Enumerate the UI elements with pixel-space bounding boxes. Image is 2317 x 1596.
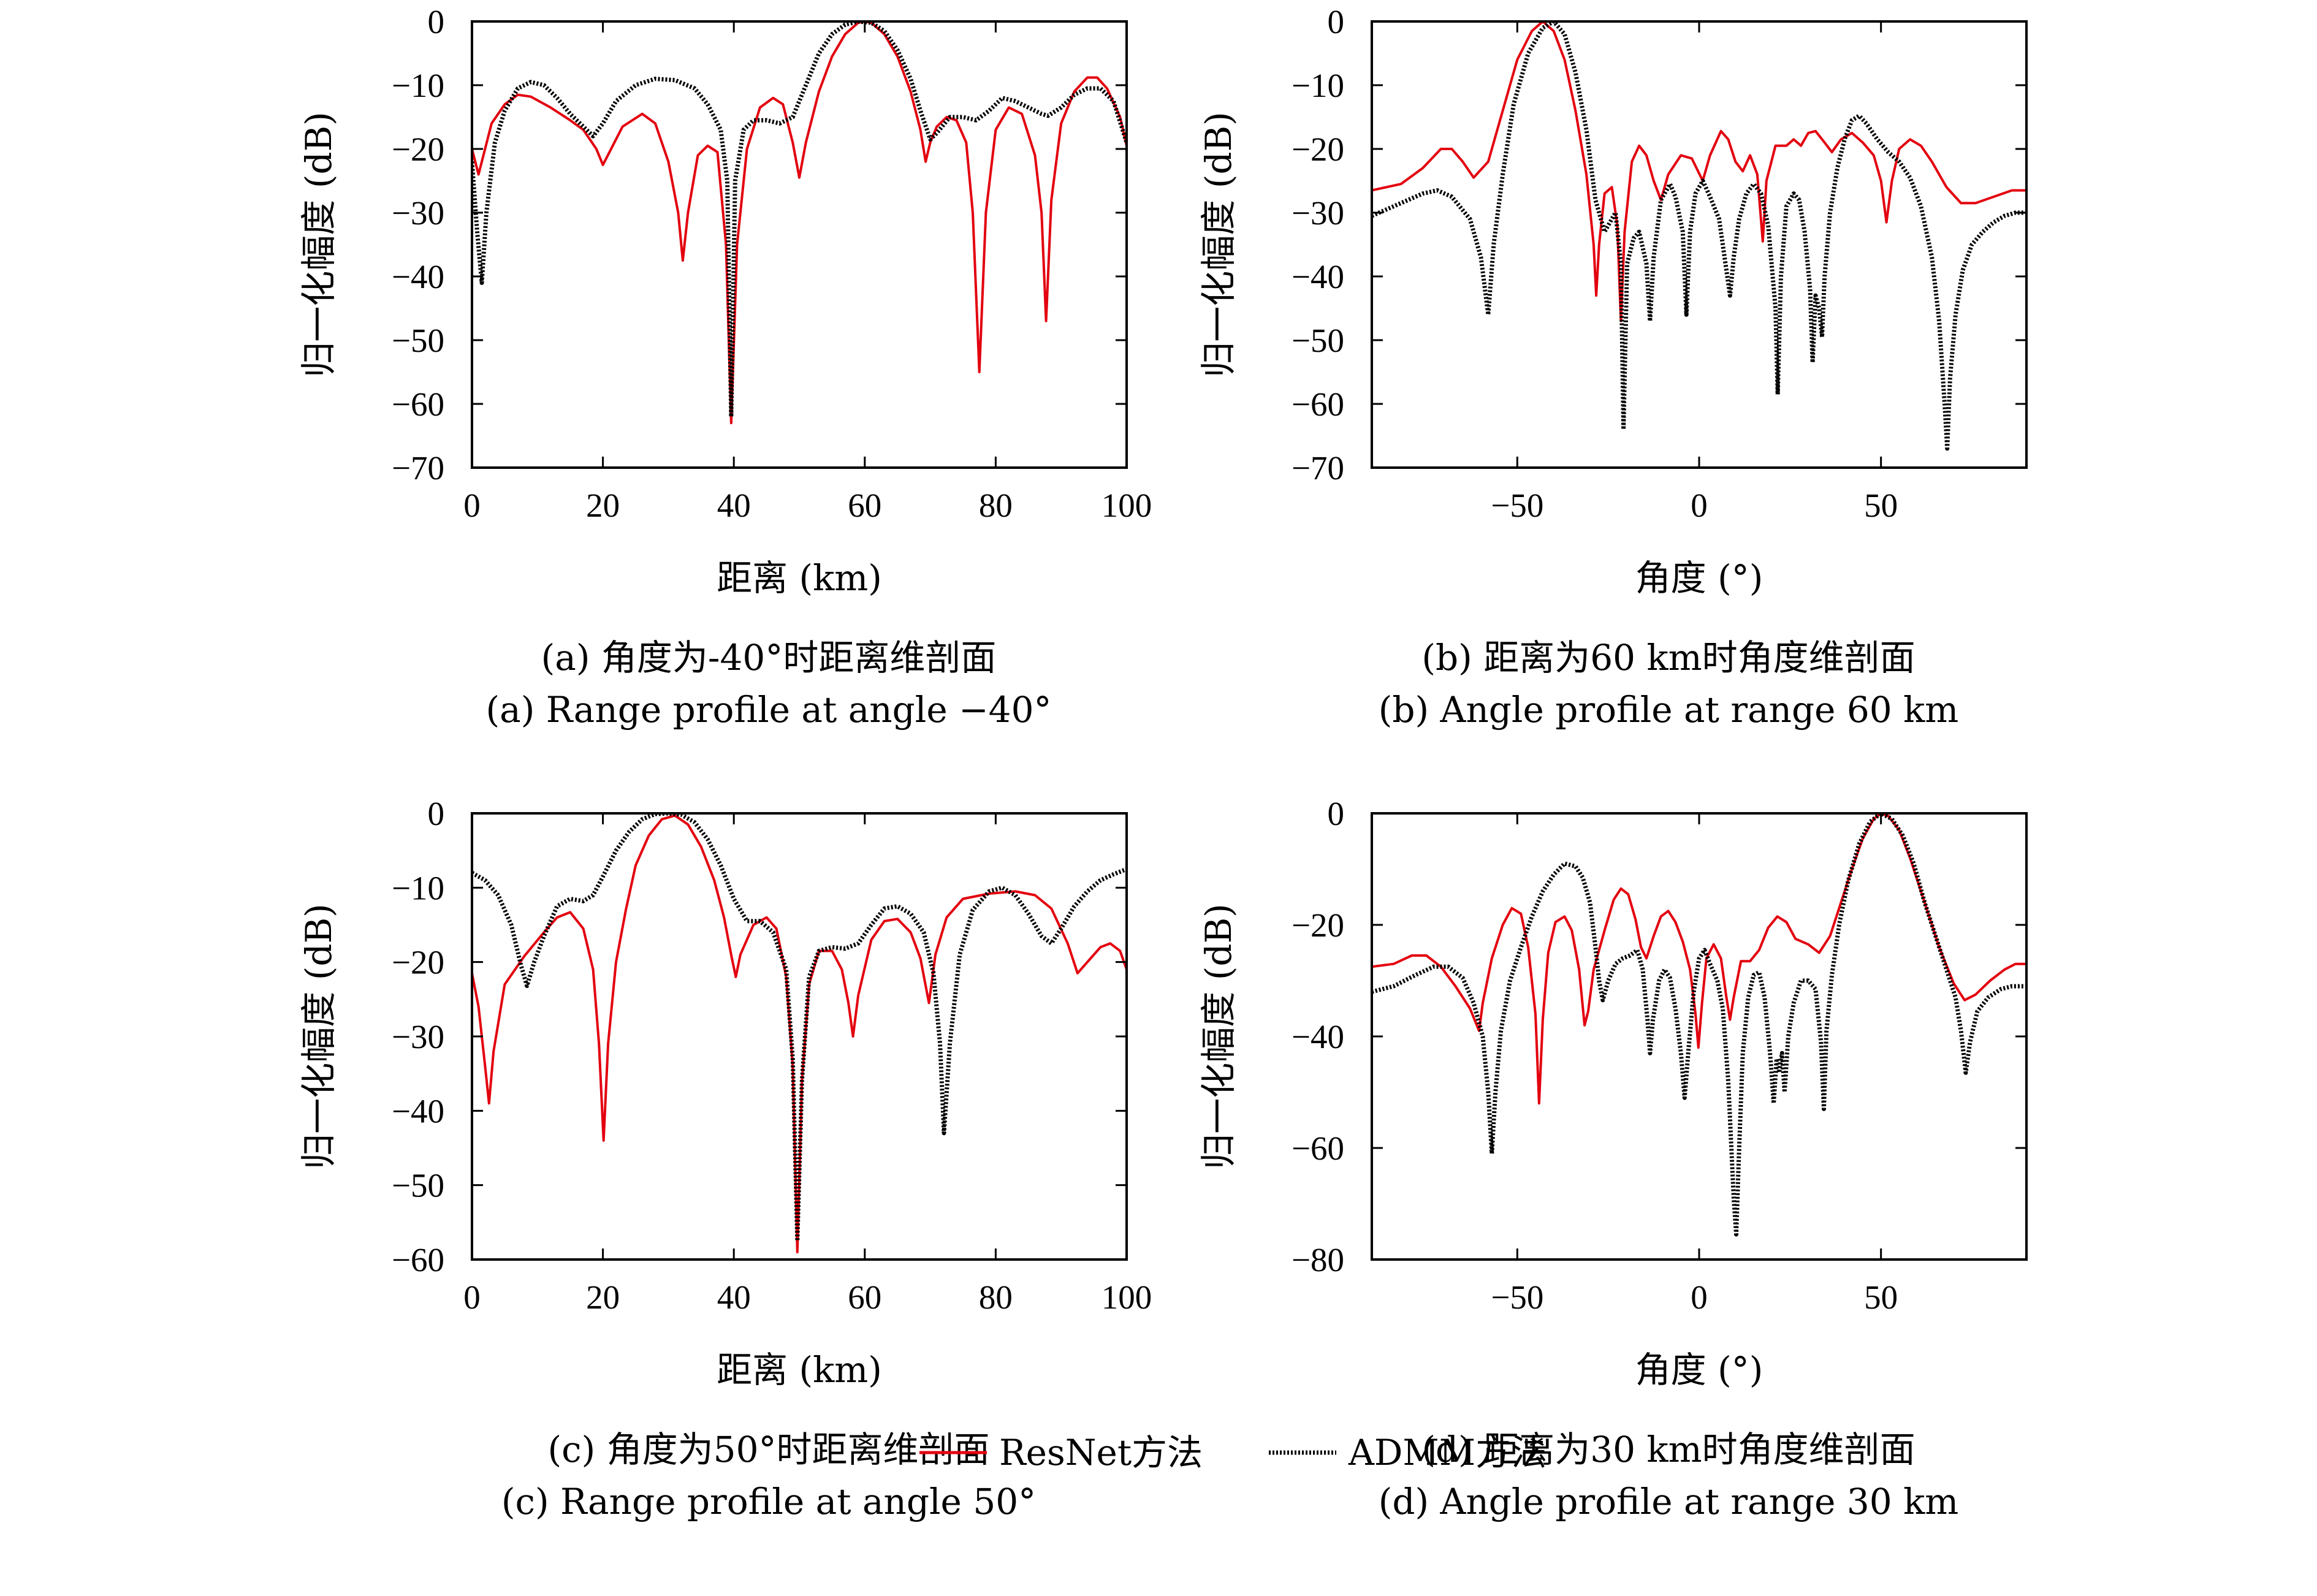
panel-a-y-tick-label: −40 (392, 258, 444, 295)
panel-b-x-tick-label: 0 (1691, 487, 1708, 524)
panel-c-x-axis-label: 距离 (km) (717, 1349, 882, 1391)
panel-c-y-tick-label: −50 (392, 1167, 444, 1204)
legend: ResNet方法 ADMM方法 (919, 1432, 1547, 1473)
panel-c-y-ticks: 0 −10 −20 −30 −40 −50 −60 (392, 795, 1127, 1279)
panel-b-y-tick-label: −30 (1292, 194, 1344, 232)
panel-c-plot-frame (471, 812, 1128, 1261)
panel-a-plot-frame (471, 20, 1128, 469)
panel-b-y-tick-label: −50 (1292, 322, 1344, 359)
panel-b-caption-cn: (b) 距离为60 km时角度维剖面 (1421, 637, 1915, 678)
panel-b-x-tick-label: 50 (1864, 487, 1898, 524)
panel-d-x-tick-label: 50 (1864, 1279, 1898, 1316)
panel-b-x-ticks: −50 0 50 (1491, 21, 1898, 524)
panel-b-resnet-series-line (1372, 21, 2026, 322)
panel-d-y-axis-label: 归一化幅度 (dB) (1198, 903, 1239, 1169)
panel-b-y-tick-label: −40 (1292, 258, 1344, 295)
panel-a-x-tick-label: 0 (463, 487, 481, 524)
panel-a-x-tick-label: 80 (979, 487, 1013, 524)
panel-a-admm-series-line (472, 21, 1127, 419)
panel-c-y-tick-label: −60 (392, 1241, 444, 1279)
panel-a-y-tick-label: −50 (392, 322, 444, 359)
panel-d-x-tick-label: 0 (1691, 1279, 1708, 1316)
panel-b-y-tick-label: −20 (1292, 131, 1344, 168)
panel-b-y-tick-label: −70 (1292, 449, 1344, 487)
panel-d-caption-en: (d) Angle profile at range 30 km (1379, 1481, 1959, 1522)
panel-a-x-tick-label: 60 (848, 487, 881, 524)
panel-c-caption-en: (c) Range profile at angle 50° (501, 1481, 1036, 1522)
panel-c-series-group (472, 813, 1127, 1253)
panel-d-x-axis-label: 角度 (°) (1635, 1349, 1763, 1391)
panel-d-y-ticks: 0 −20 −40 −60 −80 (1292, 795, 2026, 1279)
panel-a-y-axis-label: 归一化幅度 (dB) (298, 112, 340, 377)
panel-b-admm-series-line (1372, 21, 2026, 451)
panel-b-y-tick-label: 0 (1328, 3, 1345, 40)
panel-a-x-ticks: 0 20 40 60 80 100 (463, 21, 1152, 524)
panel-b-caption-en: (b) Angle profile at range 60 km (1379, 689, 1959, 731)
legend-admm-label: ADMM方法 (1348, 1432, 1547, 1473)
panel-a-y-tick-label: −10 (392, 67, 444, 104)
panel-a-y-tick-label: −60 (392, 386, 444, 423)
panel-d-y-tick-label: −80 (1292, 1241, 1344, 1279)
panel-c-admm-series-line (472, 813, 1127, 1244)
panel-a-x-axis-label: 距离 (km) (717, 557, 882, 599)
panel-b-angle-profile-range-60km: −50 0 50 0 −10 −20 −30 −40 −50 −60 −70 角度 (°) 归一化… (1198, 3, 2028, 731)
panel-d-angle-profile-range-30km: −50 0 50 0 −20 −40 −60 −80 角度 (°) 归一化幅度 (dB) (… (1198, 795, 2028, 1522)
legend-resnet-label: ResNet方法 (999, 1432, 1203, 1473)
panel-c-y-tick-label: −30 (392, 1018, 444, 1055)
panel-b-x-tick-label: −50 (1491, 487, 1543, 524)
panel-a-y-ticks: 0 −10 −20 −30 −40 −50 −60 −70 (392, 3, 1127, 487)
panel-c-x-tick-label: 100 (1101, 1279, 1152, 1316)
panel-d-series-group (1372, 813, 2026, 1237)
panel-c-y-tick-label: −10 (392, 869, 444, 906)
panel-b-y-axis-label: 归一化幅度 (dB) (1198, 112, 1239, 377)
panel-a-x-tick-label: 40 (717, 487, 751, 524)
panel-a-caption-cn: (a) 角度为-40°时距离维剖面 (541, 637, 997, 678)
panel-b-y-tick-label: −60 (1292, 386, 1344, 423)
panel-a-y-tick-label: 0 (428, 3, 445, 40)
panel-c-range-profile-angle-50: 0 20 40 60 80 100 0 −10 −20 −30 −40 −50 −60 距离 (km)… (298, 795, 1152, 1522)
panel-b-plot-frame (1371, 20, 2028, 469)
panel-c-x-ticks: 0 20 40 60 80 100 (463, 813, 1152, 1316)
panel-c-x-tick-label: 0 (463, 1279, 481, 1316)
panel-a-resnet-series-line (472, 21, 1127, 425)
panel-c-y-axis-label: 归一化幅度 (dB) (298, 903, 340, 1169)
panel-c-y-tick-label: 0 (428, 795, 445, 832)
panel-c-x-tick-label: 20 (586, 1279, 620, 1316)
panel-a-caption-en: (a) Range profile at angle −40° (486, 689, 1052, 731)
panel-d-caption-cn: (d) 距离为30 km时角度维剖面 (1421, 1429, 1915, 1470)
panel-d-y-tick-label: −40 (1292, 1018, 1344, 1055)
panel-a-range-profile-angle-minus40: 0 20 40 60 80 100 0 −10 −20 −30 −40 −50 −60 −70 距离 (… (298, 3, 1152, 731)
panel-c-resnet-series-line (472, 814, 1127, 1253)
panel-d-y-tick-label: −20 (1292, 906, 1344, 944)
panel-c-caption-cn: (c) 角度为50°时距离维剖面 (548, 1429, 990, 1470)
panel-a-y-tick-label: −70 (392, 449, 444, 487)
panel-d-x-tick-label: −50 (1491, 1279, 1543, 1316)
panel-b-y-tick-label: −10 (1292, 67, 1344, 104)
panel-a-x-tick-label: 20 (586, 487, 620, 524)
panel-d-plot-frame (1371, 812, 2028, 1261)
panel-a-series-group (472, 21, 1127, 425)
panel-d-y-tick-label: −60 (1292, 1130, 1344, 1167)
panel-b-y-ticks: 0 −10 −20 −30 −40 −50 −60 −70 (1292, 3, 2026, 487)
panel-c-y-tick-label: −40 (392, 1092, 444, 1130)
panel-c-x-tick-label: 60 (848, 1279, 881, 1316)
panel-c-x-tick-label: 40 (717, 1279, 751, 1316)
panel-d-x-ticks: −50 0 50 (1491, 813, 1898, 1316)
panel-a-x-tick-label: 100 (1101, 487, 1152, 524)
panel-b-x-axis-label: 角度 (°) (1635, 557, 1763, 599)
panel-c-x-tick-label: 80 (979, 1279, 1013, 1316)
panel-a-y-tick-label: −30 (392, 194, 444, 232)
panel-a-y-tick-label: −20 (392, 131, 444, 168)
panel-b-series-group (1372, 21, 2026, 451)
panel-c-y-tick-label: −20 (392, 944, 444, 981)
panel-d-y-tick-label: 0 (1328, 795, 1345, 832)
